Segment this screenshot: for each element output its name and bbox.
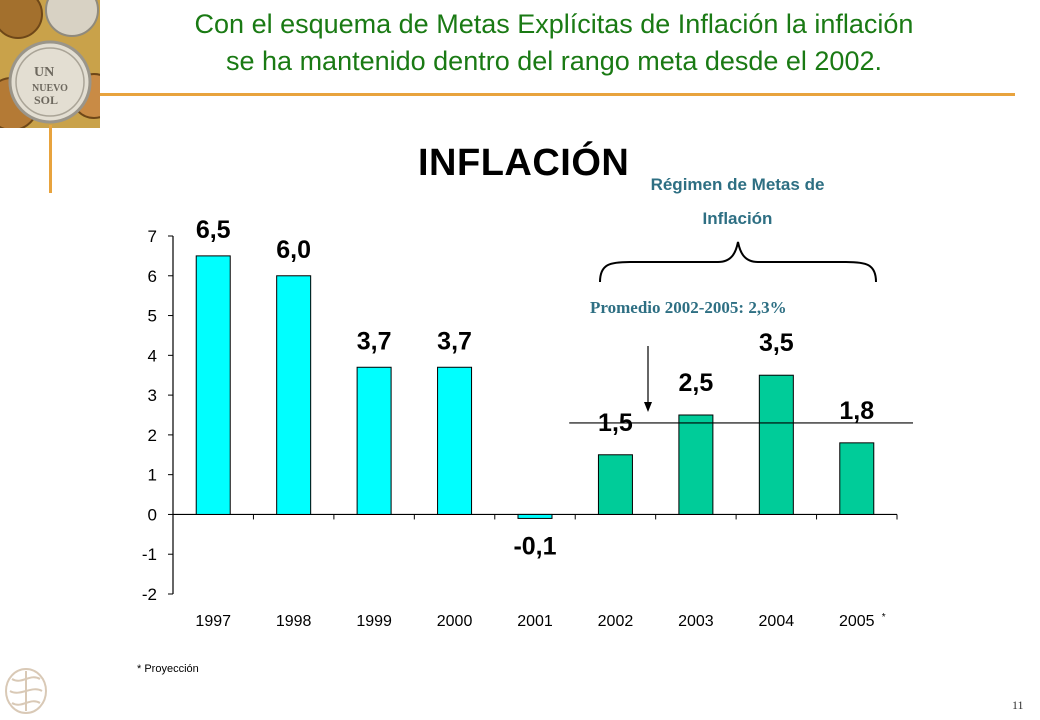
y-tick-label: 6 (148, 267, 157, 286)
svg-text:SOL: SOL (34, 93, 58, 107)
x-tick-label-2000: 2000 (437, 613, 473, 630)
y-tick-label: 5 (148, 307, 157, 326)
x-tick-label-2001: 2001 (517, 613, 553, 630)
title-underline (100, 93, 1015, 96)
x-tick-label-1999: 1999 (356, 613, 392, 630)
svg-text:NUEVO: NUEVO (32, 83, 68, 94)
svg-text:UN: UN (34, 65, 54, 80)
data-label-2001: -0,1 (513, 532, 556, 560)
x-tick-label-2002: 2002 (598, 613, 634, 630)
regime-annotation: Régimen de Metas de Inflación (600, 168, 875, 236)
y-tick-label: -1 (142, 545, 157, 564)
x-tick-label-2004: 2004 (759, 613, 795, 630)
page-number: 11 (1012, 698, 1024, 712)
average-annotation: Promedio 2002-2005: 2,3% (590, 298, 787, 317)
bar-2003 (678, 414, 714, 515)
y-tick-label: 4 (148, 346, 157, 365)
x-tick-label-2005: 2005 (839, 613, 875, 630)
bar-2004 (758, 374, 794, 515)
y-tick-label: 7 (148, 227, 157, 246)
regime-annotation-line-2: Inflación (702, 209, 773, 228)
data-label-1999: 3,7 (357, 327, 392, 355)
data-label-1998: 6,0 (276, 236, 311, 264)
slide-title-line-1: Con el esquema de Metas Explícitas de In… (194, 9, 914, 39)
bank-seal-logo (5, 668, 47, 714)
side-accent-rule (49, 125, 52, 193)
regime-brace (599, 241, 877, 283)
chart-title: INFLACIÓN (418, 142, 630, 184)
x-tick-label-1997: 1997 (195, 613, 231, 630)
y-tick-label: -2 (142, 585, 157, 604)
x-tick-label-1998: 1998 (276, 613, 312, 630)
y-tick-label: 1 (148, 466, 157, 485)
data-label-1997: 6,5 (196, 216, 231, 244)
data-label-2003: 2,5 (679, 369, 714, 397)
bar-1997 (195, 255, 231, 515)
data-label-2000: 3,7 (437, 327, 472, 355)
regime-annotation-line-1: Régimen de Metas de (650, 175, 825, 194)
projection-marker: * (882, 612, 886, 623)
slide-title-line-2: se ha mantenido dentro del rango meta de… (226, 46, 882, 76)
bar-1998 (276, 275, 312, 515)
x-tick-label-2003: 2003 (678, 613, 714, 630)
bar-2002 (597, 454, 633, 515)
data-label-2005: 1,8 (839, 397, 874, 425)
y-tick-label: 2 (148, 426, 157, 445)
coins-image: UN NUEVO SOL (0, 0, 100, 128)
y-tick-label: 3 (148, 386, 157, 405)
bar-2001 (517, 513, 553, 519)
slide-title: Con el esquema de Metas Explícitas de In… (104, 6, 1004, 80)
average-arrow-head (644, 401, 652, 412)
bar-1999 (356, 366, 392, 515)
bar-2000 (437, 366, 473, 515)
projection-footnote: * Proyección (137, 663, 199, 675)
y-tick-label: 0 (148, 505, 157, 524)
data-label-2004: 3,5 (759, 329, 794, 357)
bar-2005 (839, 442, 875, 515)
